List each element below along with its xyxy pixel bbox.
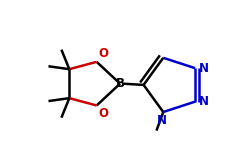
Text: N: N (199, 62, 209, 75)
Text: N: N (157, 114, 167, 127)
Text: N: N (199, 95, 209, 108)
Text: O: O (99, 107, 109, 120)
Text: B: B (116, 77, 124, 90)
Text: O: O (99, 47, 109, 60)
